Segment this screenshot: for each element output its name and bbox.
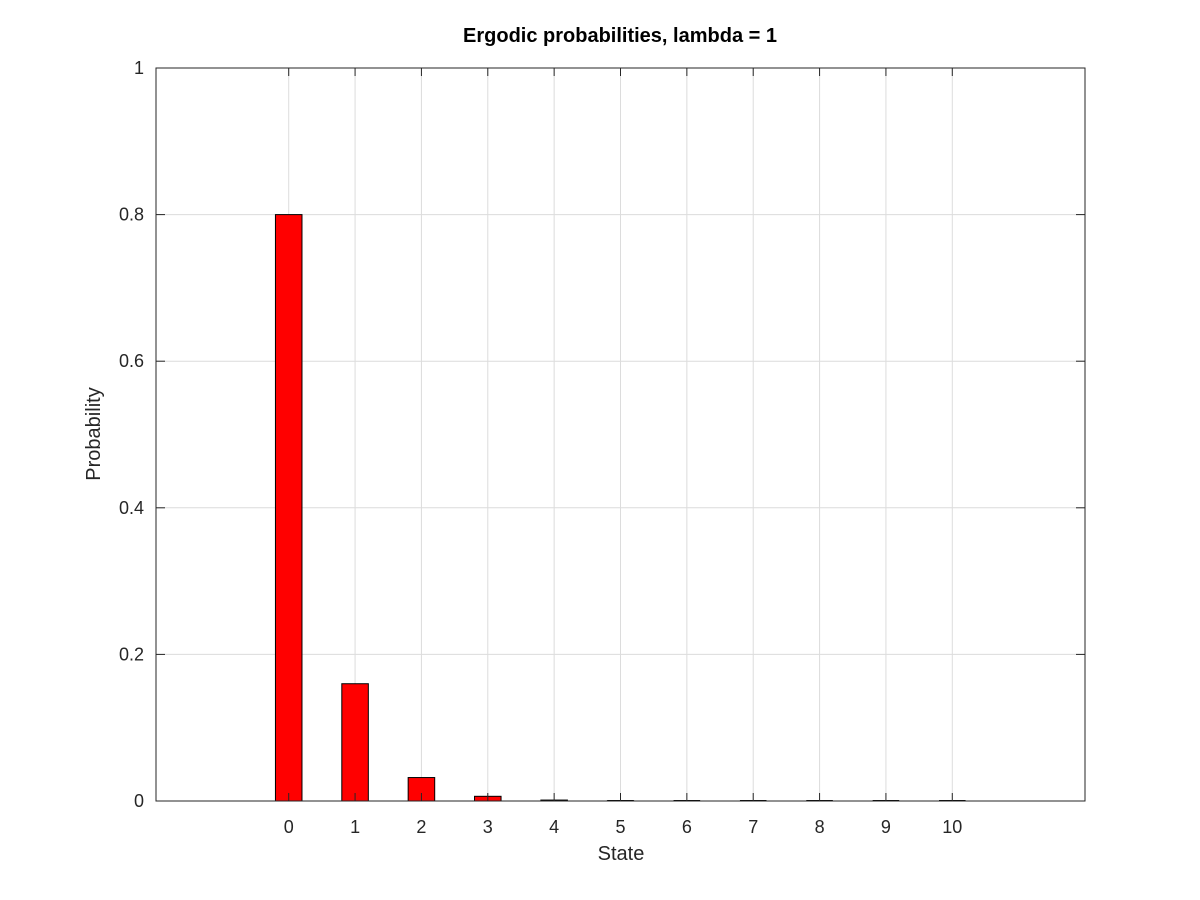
x-tick-label: 1 xyxy=(350,817,360,837)
x-tick-label: 5 xyxy=(615,817,625,837)
y-tick-labels: 0 0.2 0.4 0.6 0.8 1 xyxy=(119,58,144,811)
y-tick-label: 1 xyxy=(134,58,144,78)
x-tick-label: 0 xyxy=(284,817,294,837)
x-tick-label: 7 xyxy=(748,817,758,837)
y-axis-label: Probability xyxy=(83,387,105,480)
x-tick-label: 3 xyxy=(483,817,493,837)
y-tick-label: 0 xyxy=(134,791,144,811)
x-tick-label: 6 xyxy=(682,817,692,837)
y-tick-label: 0.6 xyxy=(119,351,144,371)
bar xyxy=(274,214,303,802)
x-tick-label: 10 xyxy=(942,817,962,837)
grid xyxy=(156,68,1085,801)
x-axis-label: State xyxy=(598,843,645,865)
x-tick-labels: 0 1 2 3 4 5 6 7 8 9 10 xyxy=(284,817,963,837)
ticks xyxy=(156,67,1085,802)
bar xyxy=(341,683,369,802)
bars xyxy=(274,214,967,802)
x-tick-label: 8 xyxy=(815,817,825,837)
x-tick-label: 4 xyxy=(549,817,559,837)
x-tick-label: 2 xyxy=(416,817,426,837)
x-tick-label: 9 xyxy=(881,817,891,837)
y-tick-label: 0.2 xyxy=(119,644,144,664)
y-tick-label: 0.8 xyxy=(119,205,144,225)
y-tick-label: 0.4 xyxy=(119,498,144,518)
chart-title: Ergodic probabilities, lambda = 1 xyxy=(463,25,777,47)
